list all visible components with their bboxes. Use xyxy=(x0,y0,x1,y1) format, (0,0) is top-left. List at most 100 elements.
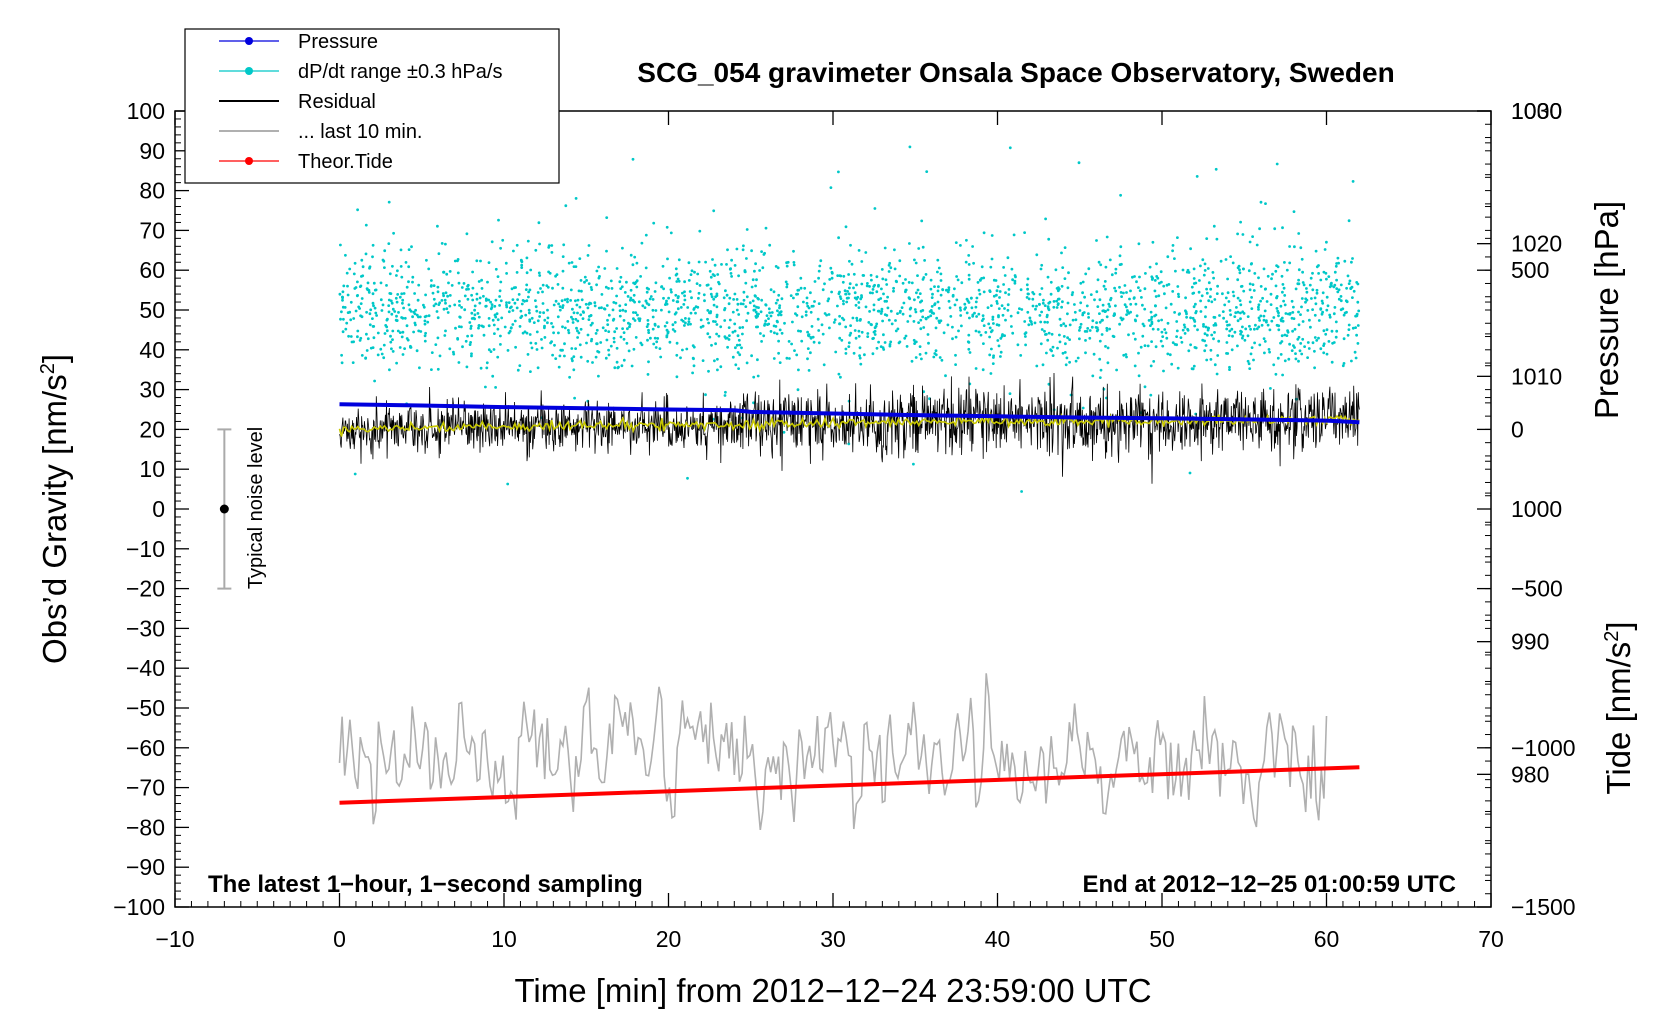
dpdt-point xyxy=(487,317,491,320)
dpdt-point xyxy=(1315,339,1319,342)
dpdt-point xyxy=(1334,335,1338,339)
dpdt-point xyxy=(555,273,559,276)
dpdt-point xyxy=(490,240,494,244)
y-left-tick-label: 90 xyxy=(139,138,165,164)
dpdt-point xyxy=(755,278,758,282)
dpdt-point xyxy=(709,275,713,279)
dpdt-point xyxy=(906,320,910,323)
dpdt-point xyxy=(809,351,812,355)
dpdt-point xyxy=(908,314,912,318)
dpdt-point xyxy=(456,271,460,275)
dpdt-point xyxy=(967,277,971,281)
dpdt-point xyxy=(716,273,720,276)
dpdt-point xyxy=(1023,231,1026,235)
dpdt-point xyxy=(1239,311,1242,315)
dpdt-point xyxy=(558,305,562,308)
dpdt-point xyxy=(1223,303,1227,307)
dpdt-point xyxy=(760,250,763,254)
dpdt-point xyxy=(967,254,971,257)
dpdt-point xyxy=(424,293,427,297)
dpdt-point xyxy=(583,280,586,284)
dpdt-point xyxy=(1319,347,1323,351)
dpdt-point xyxy=(1233,315,1237,318)
dpdt-point xyxy=(1252,358,1255,362)
dpdt-point xyxy=(836,274,840,277)
dpdt-point xyxy=(757,306,760,309)
dpdt-point xyxy=(1078,337,1081,341)
dpdt-point xyxy=(1243,338,1247,342)
dpdt-point xyxy=(776,298,779,302)
dpdt-point xyxy=(527,290,531,294)
dpdt-point xyxy=(665,328,669,332)
dpdt-point xyxy=(1125,305,1128,309)
dpdt-point xyxy=(901,312,905,316)
dpdt-point xyxy=(515,306,519,310)
dpdt-point xyxy=(675,272,679,276)
dpdt-point xyxy=(460,306,463,309)
dpdt-point xyxy=(583,275,587,279)
dpdt-point xyxy=(942,331,946,335)
dpdt-point xyxy=(359,302,363,305)
dpdt-point xyxy=(1118,254,1122,258)
dpdt-point xyxy=(437,303,441,306)
dpdt-point xyxy=(796,288,800,292)
dpdt-point xyxy=(817,276,820,280)
dpdt-point xyxy=(1199,299,1202,303)
dpdt-point xyxy=(739,302,743,306)
dpdt-point xyxy=(499,334,502,338)
dpdt-point xyxy=(1266,274,1270,278)
dpdt-point xyxy=(551,325,555,329)
dpdt-point xyxy=(987,322,991,326)
dpdt-point xyxy=(1250,296,1253,299)
legend-entry: ... last 10 min. xyxy=(219,121,423,143)
dpdt-point xyxy=(424,331,427,335)
dpdt-point xyxy=(833,318,837,322)
dpdt-point xyxy=(612,340,616,344)
dpdt-point xyxy=(342,284,346,288)
dpdt-point xyxy=(1081,406,1085,410)
dpdt-point xyxy=(841,316,844,320)
dpdt-point xyxy=(520,302,524,306)
dpdt-point xyxy=(698,284,702,287)
dpdt-point xyxy=(1279,353,1283,356)
dpdt-point xyxy=(410,245,413,249)
dpdt-point xyxy=(1008,392,1012,395)
dpdt-point xyxy=(1113,312,1116,315)
dpdt-point xyxy=(1351,180,1355,183)
dpdt-point xyxy=(1224,296,1228,300)
dpdt-point xyxy=(1325,277,1328,281)
dpdt-point xyxy=(436,367,440,371)
dpdt-point xyxy=(687,279,691,282)
dpdt-point xyxy=(1125,313,1128,316)
dpdt-point xyxy=(777,351,780,355)
dpdt-point xyxy=(912,462,915,466)
dpdt-point xyxy=(498,295,501,298)
dpdt-point xyxy=(500,316,504,320)
dpdt-point xyxy=(575,326,578,330)
dpdt-point xyxy=(782,430,786,434)
dpdt-point xyxy=(860,330,864,334)
dpdt-point xyxy=(597,265,600,269)
dpdt-point xyxy=(713,274,716,277)
dpdt-point xyxy=(971,245,974,248)
dpdt-point xyxy=(1102,309,1106,312)
dpdt-point xyxy=(676,307,680,311)
dpdt-point xyxy=(1232,294,1236,298)
dpdt-point xyxy=(532,321,536,324)
dpdt-point xyxy=(339,317,342,321)
dpdt-point xyxy=(1202,273,1206,277)
dpdt-point xyxy=(653,323,657,327)
dpdt-point xyxy=(937,266,941,270)
dpdt-point xyxy=(1242,312,1246,315)
dpdt-point xyxy=(930,305,934,308)
dpdt-point xyxy=(372,304,375,308)
dpdt-point xyxy=(1091,374,1095,378)
dpdt-point xyxy=(407,248,411,252)
y-left-tick-label: 0 xyxy=(152,496,165,522)
dpdt-point xyxy=(903,336,907,340)
dpdt-point xyxy=(540,338,543,341)
dpdt-point xyxy=(541,283,545,287)
dpdt-point xyxy=(679,356,682,360)
dpdt-point xyxy=(1181,268,1185,272)
dpdt-point xyxy=(411,315,414,319)
